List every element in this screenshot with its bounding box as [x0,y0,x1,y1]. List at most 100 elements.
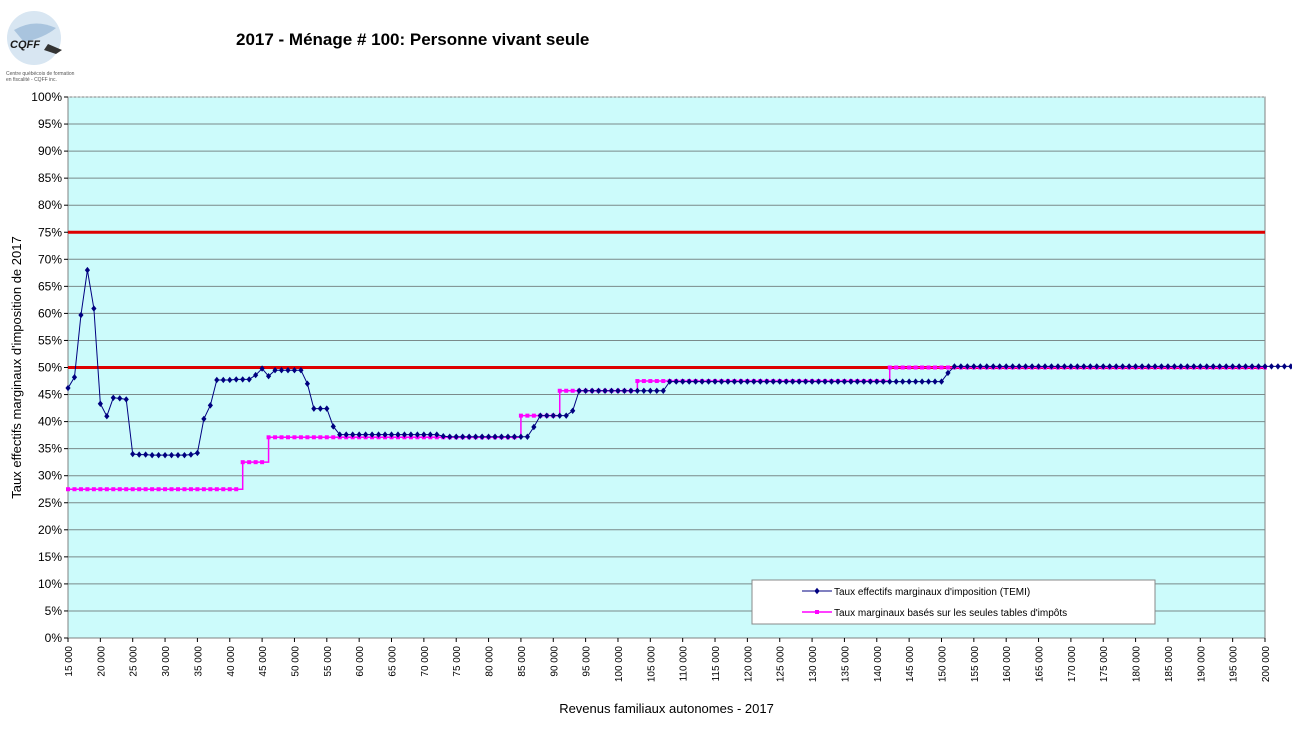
x-tick-label: 80 000 [485,646,496,677]
series-temi-point [997,363,1003,370]
x-tick-label: 40 000 [226,646,237,677]
series-temi-point [492,433,498,440]
series-tables-point [279,435,284,440]
series-temi-point [91,305,97,312]
series-temi-point [356,431,362,438]
series-temi-point [615,387,621,394]
series-temi-point [311,405,317,412]
series-tables-point [913,365,918,370]
series-tables-point [557,388,562,393]
series-temi-point [608,387,615,394]
series-temi-point [783,378,789,385]
series-temi-point [447,433,453,440]
series-temi-point [1048,363,1055,370]
series-tables-point [518,413,523,418]
x-tick-label: 105 000 [646,646,657,683]
series-temi-point [964,363,970,370]
series-tables-point [305,435,310,440]
series-temi-point [143,451,149,458]
series-temi-point [246,376,252,383]
series-temi-point [570,407,576,414]
y-tick-label: 85% [38,171,62,185]
series-temi-point [317,405,323,412]
series-temi-point [473,433,479,440]
series-temi-point [291,367,298,374]
series-tables-point [188,487,193,492]
series-tables-point [926,365,931,370]
series-temi-point [602,387,608,394]
series-temi-point [1288,363,1292,370]
series-temi-point [680,378,686,385]
legend: Taux effectifs marginaux d'imposition (T… [751,579,1156,625]
series-temi-point [259,365,265,372]
series-temi-point [990,363,996,370]
cqff-logo-graphic: CQFF Centre québécois de formation en fi… [6,11,75,83]
legend-marker-tables [815,610,819,614]
series-temi-point [673,378,679,385]
series-temi-point [634,387,640,394]
legend-label-temi: Taux effectifs marginaux d'imposition (T… [834,587,1030,598]
series-temi-point [1217,363,1223,370]
series-temi-point [440,433,446,440]
x-axis-title: Revenus familiaux autonomes - 2017 [559,701,774,716]
series-temi-point [945,369,951,377]
series-temi-point [589,387,595,394]
x-tick-label: 145 000 [905,646,916,683]
series-temi-point [110,394,116,401]
series-temi-point [97,400,103,407]
series-temi-point [278,367,285,374]
series-tables-point [143,487,148,492]
series-temi-point [699,378,705,385]
series-temi-point [233,376,239,383]
series-temi-point [790,378,796,385]
series-temi-point [880,378,886,385]
series-temi-point [893,378,899,385]
y-tick-label: 80% [38,198,62,212]
series-temi-point [1113,363,1119,370]
series-temi-point [1165,363,1171,370]
x-tick-label: 135 000 [840,646,851,683]
x-axis-ticks: 15 000 20 000 25 000 30 000 35 000 40 000 45 0… [64,638,1272,682]
x-tick-label: 115 000 [711,646,722,682]
series-temi-point [693,378,699,385]
y-tick-label: 0% [45,631,63,645]
series-temi-point [155,451,162,459]
cqff-logo: CQFF Centre québécois de formation en fi… [4,8,116,84]
x-tick-label: 90 000 [549,646,560,677]
series-tables-point [156,487,161,492]
series-tables-point [311,435,316,440]
series-tables-point [648,379,653,384]
series-temi-point [285,367,291,374]
series-temi-point [162,451,168,459]
series-temi-point [1003,363,1009,370]
y-tick-label: 65% [38,279,62,293]
series-temi-point [298,367,304,374]
chart-title: 2017 - Ménage # 100: Personne vivant seu… [236,30,590,49]
series-temi-point [408,431,414,438]
x-tick-label: 95 000 [582,646,593,677]
x-tick-label: 150 000 [937,646,948,683]
series-temi-point [1126,363,1132,370]
series-temi-point [1249,363,1255,370]
series-tables-point [570,388,575,393]
series-temi-point [1139,363,1145,370]
series-temi-point [874,378,880,385]
x-tick-label: 50 000 [290,646,301,677]
series-tables-point [266,435,271,440]
x-tick-label: 75 000 [452,646,463,677]
series-tables-point [240,460,245,465]
series-tables-point [130,487,135,492]
series-temi-point [330,423,336,430]
series-temi-point [324,405,330,412]
x-tick-label: 165 000 [1035,646,1046,683]
series-temi-point [906,378,912,385]
series-temi-point [537,412,543,419]
series-tables-point [318,435,323,440]
series-temi-point [1204,363,1210,370]
series-temi-point [1100,363,1106,370]
series-temi-point [803,378,809,385]
series-tables-point [253,460,258,465]
series-temi-point [984,363,990,370]
x-tick-label: 25 000 [129,646,140,677]
series-temi-point [919,378,925,385]
